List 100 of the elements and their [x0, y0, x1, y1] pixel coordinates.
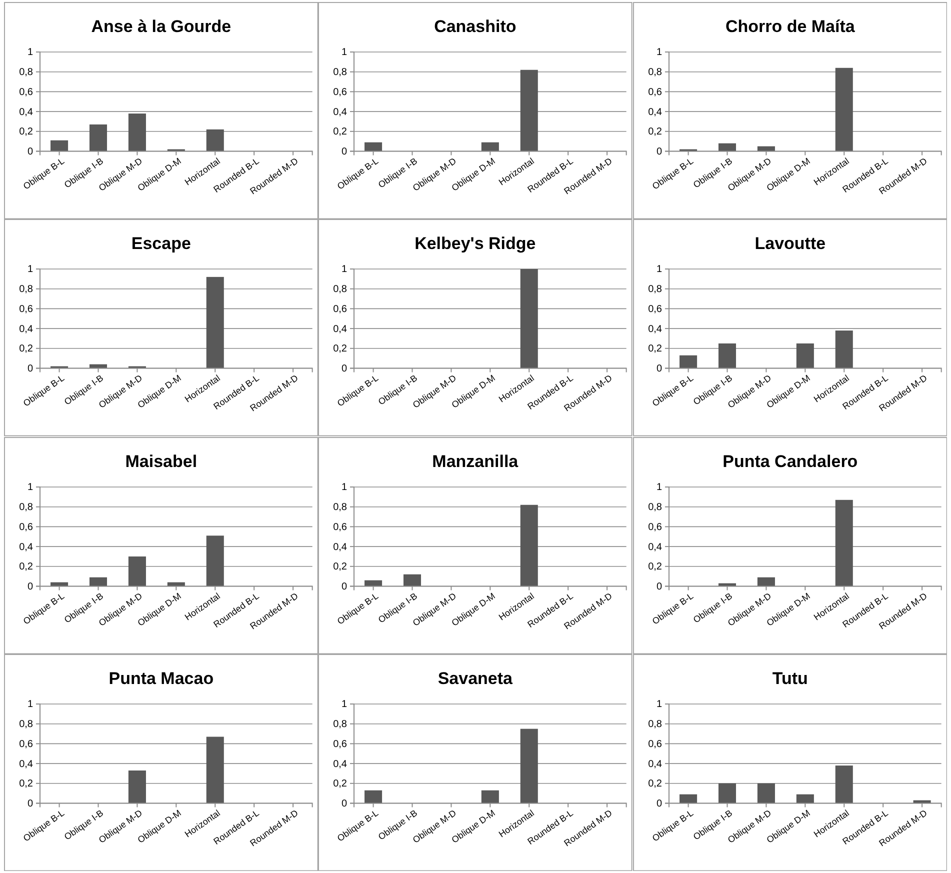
bar [128, 114, 146, 152]
bar [757, 576, 775, 586]
y-tick-label: 0,2 [19, 778, 34, 790]
y-tick-label: 0,8 [648, 718, 662, 730]
y-tick-label: 0,4 [333, 106, 348, 118]
y-tick-label: 0 [27, 798, 34, 810]
y-tick-label: 0,4 [19, 541, 34, 552]
y-tick-label: 0,8 [333, 718, 348, 730]
bar [50, 140, 68, 152]
chart-title: Savaneta [438, 668, 514, 688]
y-tick-label: 0,8 [648, 502, 662, 513]
bar [364, 580, 382, 586]
y-tick-label: 0,6 [19, 738, 34, 750]
bar [718, 783, 736, 803]
y-tick-label: 0,2 [648, 344, 662, 355]
y-tick-label: 0,6 [648, 304, 662, 316]
y-tick-label: 0 [656, 580, 662, 592]
y-tick-label: 0 [656, 364, 662, 375]
bar [835, 765, 853, 803]
bar [718, 143, 736, 152]
bar [835, 330, 853, 368]
chart-title: Maisabel [125, 452, 198, 470]
y-tick-label: 1 [342, 47, 348, 58]
y-tick-label: 0,4 [333, 324, 348, 335]
y-tick-label: 0 [342, 580, 348, 592]
bar [404, 574, 422, 586]
y-tick-label: 0,4 [19, 106, 34, 118]
y-tick-label: 0 [27, 146, 34, 158]
y-tick-label: 0,6 [333, 86, 348, 98]
bar [89, 576, 108, 586]
y-tick-label: 1 [656, 482, 662, 493]
y-tick-label: 0,4 [648, 106, 662, 118]
chart-title: Kelbey's Ridge [414, 234, 536, 254]
y-tick-label: 1 [342, 698, 348, 710]
chart-title: Tutu [772, 668, 808, 688]
y-tick-label: 0,8 [19, 67, 34, 78]
y-tick-label: 0,2 [19, 561, 34, 572]
y-tick-label: 1 [27, 47, 34, 58]
y-tick-label: 0,2 [648, 126, 662, 138]
y-tick-label: 0 [342, 798, 348, 810]
chart-title: Escape [131, 234, 191, 254]
y-tick-label: 0,8 [333, 284, 348, 296]
y-tick-label: 1 [342, 264, 348, 276]
y-tick-label: 0,8 [648, 67, 662, 78]
y-tick-label: 0 [342, 146, 348, 158]
y-tick-label: 1 [27, 698, 34, 710]
y-tick-label: 0,8 [19, 718, 34, 730]
y-tick-label: 1 [656, 264, 662, 276]
y-tick-label: 0,8 [19, 502, 34, 513]
y-tick-label: 0,6 [648, 86, 662, 98]
bar [757, 783, 775, 803]
y-tick-label: 0,2 [648, 561, 662, 572]
y-tick-label: 0,8 [19, 284, 34, 296]
y-tick-label: 0,2 [333, 561, 348, 572]
y-tick-label: 1 [656, 698, 662, 710]
y-tick-label: 0,4 [333, 758, 348, 770]
y-tick-label: 0,2 [333, 126, 348, 138]
y-tick-label: 0,2 [19, 126, 34, 138]
y-tick-label: 0,2 [333, 778, 348, 790]
y-tick-label: 1 [656, 47, 662, 58]
bar [835, 499, 853, 586]
y-tick-label: 0 [656, 798, 662, 810]
y-tick-label: 0 [27, 364, 34, 375]
y-tick-label: 0,6 [19, 86, 34, 98]
bar [796, 794, 814, 803]
y-tick-label: 0,6 [19, 521, 34, 532]
y-tick-label: 0,8 [333, 502, 348, 513]
y-tick-label: 0,2 [648, 778, 662, 790]
bar [718, 344, 736, 368]
y-tick-label: 0,6 [19, 304, 34, 316]
y-tick-label: 0,4 [19, 324, 34, 335]
y-tick-label: 0,6 [648, 521, 662, 532]
chart-title: Canashito [434, 17, 517, 36]
bar [520, 504, 538, 586]
bar [757, 146, 775, 152]
y-tick-label: 1 [342, 482, 348, 493]
chart-title: Manzanilla [432, 452, 520, 470]
y-tick-label: 0,4 [648, 541, 662, 552]
y-tick-label: 0,6 [333, 738, 348, 750]
y-tick-label: 1 [27, 482, 34, 493]
y-tick-label: 0,4 [19, 758, 34, 770]
chart-title: Chorro de Maíta [725, 17, 856, 36]
y-tick-label: 0,6 [648, 738, 662, 750]
y-tick-label: 0 [27, 580, 34, 592]
y-tick-label: 0 [342, 364, 348, 375]
bar [89, 124, 108, 152]
y-tick-label: 0 [656, 146, 662, 158]
y-tick-label: 0,4 [648, 758, 662, 770]
bar [679, 794, 697, 803]
y-tick-label: 0,8 [648, 284, 662, 296]
bar [796, 344, 814, 368]
bar [206, 129, 224, 152]
chart-title: Punta Candalero [722, 452, 858, 470]
chart-title: Anse à la Gourde [91, 17, 232, 36]
y-tick-label: 1 [27, 264, 34, 276]
bar [128, 556, 146, 586]
y-tick-label: 0,2 [19, 344, 34, 355]
bar [206, 277, 224, 368]
bar [835, 68, 853, 152]
bar [679, 356, 697, 368]
